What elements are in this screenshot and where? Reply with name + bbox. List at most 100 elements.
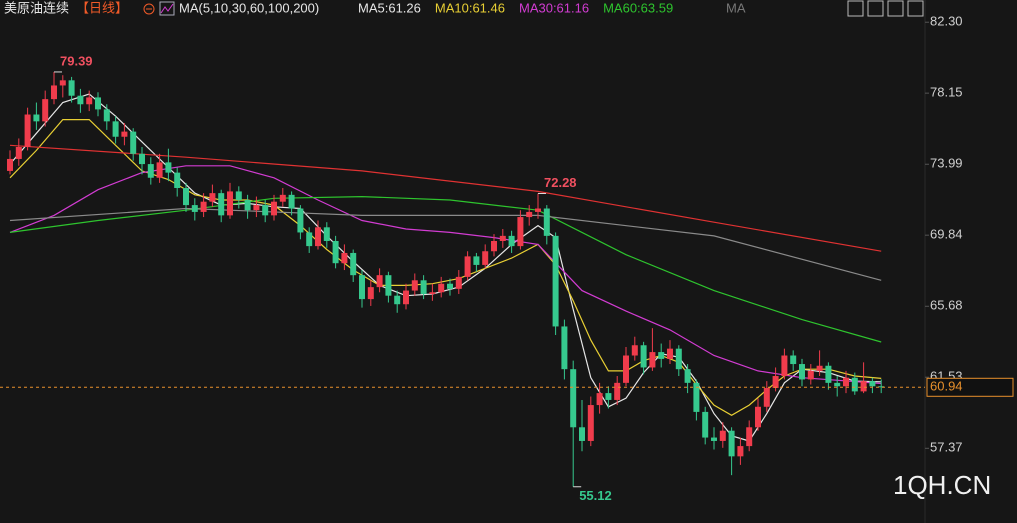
candle-body: [570, 369, 577, 428]
candle-body: [737, 446, 744, 457]
candle-body: [667, 348, 673, 359]
candle-body: [367, 287, 374, 300]
candle-body: [816, 365, 823, 371]
candle-body: [535, 208, 541, 212]
candle-body: [755, 406, 761, 428]
add-icon[interactable]: [143, 3, 155, 15]
candle-body: [174, 172, 181, 189]
candle-body: [614, 382, 621, 400]
candle-body: [772, 376, 779, 388]
candle-body: [860, 381, 867, 392]
candle-body: [227, 191, 233, 216]
candle-body: [491, 240, 497, 252]
candle-body: [746, 427, 753, 447]
candle-body: [341, 252, 348, 264]
candle-body: [130, 131, 137, 154]
y-tick-label: 57.37: [930, 440, 963, 455]
candle-body: [411, 280, 418, 291]
candle-body: [851, 377, 858, 392]
candle-body: [552, 235, 559, 327]
candle-body: [323, 227, 330, 241]
candle-body: [834, 382, 841, 387]
y-tick-label: 65.68: [930, 298, 963, 313]
indicator-icon[interactable]: [159, 1, 175, 16]
candle-body: [165, 162, 172, 173]
candle-body: [499, 235, 506, 241]
candle-body: [790, 355, 797, 365]
candle-body: [191, 205, 198, 212]
tool-button[interactable]: [887, 0, 904, 17]
candle-body: [843, 377, 849, 387]
candle-body: [658, 352, 665, 359]
candle-body: [15, 146, 22, 159]
candle-body: [306, 232, 313, 247]
legend-entry: MA30:61.16: [519, 0, 589, 15]
ma-extra: MA: [726, 0, 746, 15]
candle-body: [147, 164, 154, 178]
ma-line: [9, 144, 882, 252]
tool-button[interactable]: [867, 0, 884, 17]
candle-body: [244, 199, 251, 211]
tool-button[interactable]: [847, 0, 864, 17]
candle-body: [33, 114, 40, 122]
last-price-box: [926, 377, 1014, 397]
candle-body: [139, 153, 145, 165]
candle-body: [693, 382, 700, 412]
candle-body: [623, 355, 629, 383]
candle-body: [728, 430, 735, 457]
candle-body: [376, 275, 383, 288]
candle-body: [869, 381, 876, 387]
y-tick-label: 73.99: [930, 156, 963, 171]
tool-button[interactable]: [907, 0, 924, 17]
candle-body: [763, 387, 770, 407]
candle-body: [24, 114, 31, 147]
candle-body: [121, 131, 128, 137]
indicator-icon-line: [160, 3, 174, 14]
candle-body: [51, 85, 57, 100]
candle-body: [385, 275, 392, 296]
candle-body: [675, 348, 682, 370]
candle-body: [103, 109, 110, 122]
candle-body: [183, 188, 189, 206]
ma-params: MA(5,10,30,60,100,200): [179, 0, 319, 15]
candle-body: [799, 364, 805, 380]
candle-body: [403, 290, 409, 305]
candle-body: [42, 99, 49, 122]
candle-body: [95, 97, 101, 110]
candle-body: [719, 430, 726, 441]
symbol: 美原油连续: [4, 0, 69, 15]
candle-body: [587, 405, 594, 441]
candle-body: [605, 393, 612, 400]
candle-body: [350, 252, 357, 276]
candle-body: [332, 240, 339, 264]
candle-body: [315, 227, 321, 247]
candle-body: [68, 80, 75, 96]
candle-body: [288, 194, 295, 209]
toolbar: [847, 0, 924, 17]
legend-entry: MA5:61.26: [358, 0, 421, 15]
candle-body: [262, 205, 269, 216]
watermark: 1QH.CN: [893, 470, 991, 500]
candle-body: [7, 158, 13, 171]
y-tick-label: 78.15: [930, 85, 963, 100]
candle-body: [640, 345, 647, 368]
candle-body: [482, 251, 489, 265]
candle-body: [684, 369, 691, 383]
candle-body: [359, 275, 365, 300]
y-tick-label: 82.30: [930, 14, 963, 29]
period: 【日线】: [76, 0, 128, 15]
y-tick-label: 69.84: [930, 227, 963, 242]
candle-body: [649, 352, 656, 368]
candle-body: [200, 201, 207, 212]
candle-body: [711, 437, 717, 441]
ma-line: [9, 195, 882, 343]
candle-body: [420, 280, 427, 294]
candle-body: [464, 256, 471, 277]
candle-body: [596, 393, 603, 406]
candle-body: [253, 205, 260, 211]
candle-body: [702, 411, 709, 438]
ma-line: [9, 207, 882, 281]
candle-body: [807, 370, 814, 380]
